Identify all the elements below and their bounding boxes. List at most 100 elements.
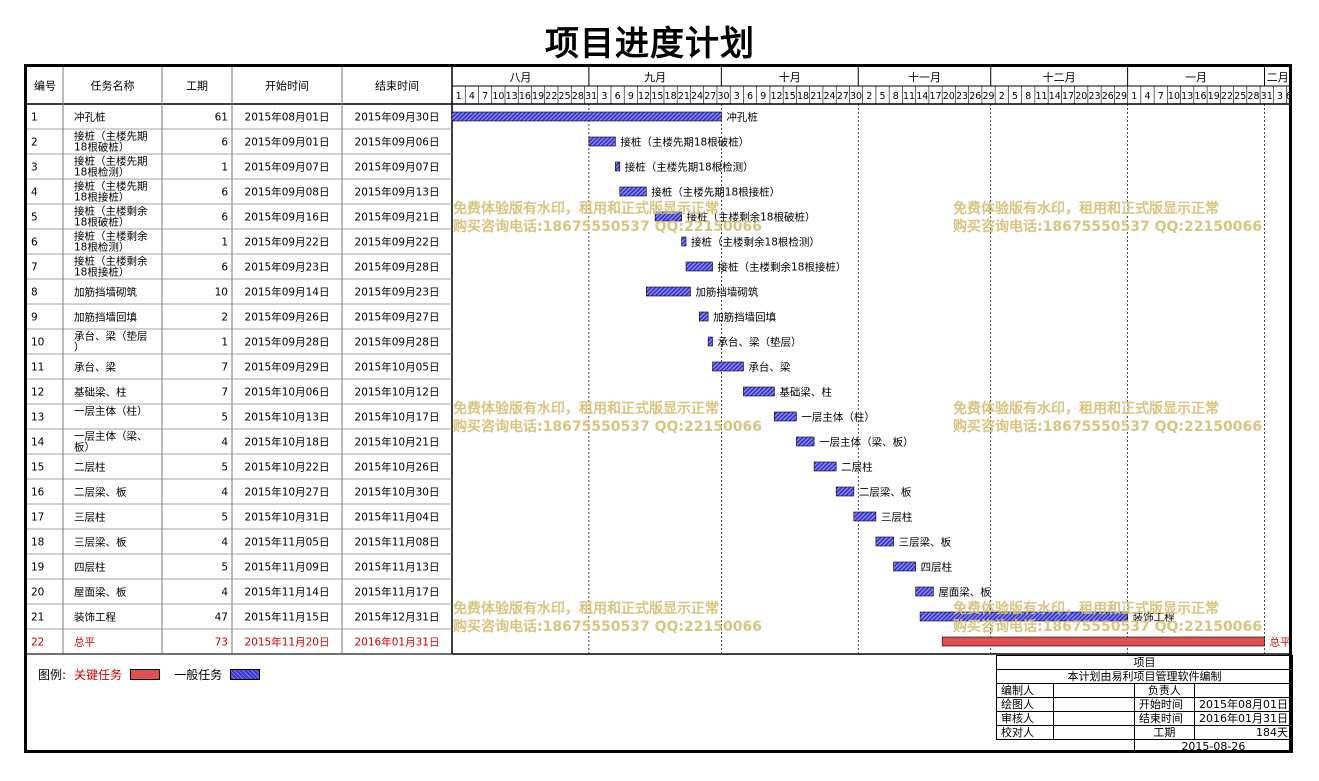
month-label: 十月 bbox=[779, 70, 801, 84]
task-bar-label: 接桩（主楼剩余18根破桩） bbox=[687, 211, 816, 224]
task-end: 2015年11月08日 bbox=[355, 536, 440, 549]
task-duration: 5 bbox=[221, 412, 228, 424]
day-label: 22 bbox=[1221, 91, 1233, 102]
column-header: 任务名称 bbox=[91, 79, 135, 93]
info-editor-value bbox=[1053, 683, 1135, 698]
task-start: 2015年09月29日 bbox=[245, 361, 330, 374]
task-start: 2015年08月01日 bbox=[245, 111, 330, 124]
task-bar bbox=[707, 336, 713, 347]
column-header: 编号 bbox=[34, 79, 56, 93]
watermark: 免费体验版有水印，租用和正式版显示正常 购买咨询电话:18675550537 QQ… bbox=[453, 401, 762, 435]
day-label: 31 bbox=[585, 91, 597, 102]
month-label: 一月 bbox=[1185, 71, 1207, 84]
task-id: 14 bbox=[31, 437, 45, 449]
task-name: 总平 bbox=[74, 636, 95, 649]
day-label: 28 bbox=[572, 91, 584, 102]
task-bar-label: 接桩（主楼先期18根破桩） bbox=[620, 136, 749, 149]
task-start: 2015年11月09日 bbox=[245, 561, 330, 574]
task-name: 18根接桩） bbox=[74, 266, 129, 279]
task-bar bbox=[893, 561, 916, 572]
task-name: 18根检测） bbox=[74, 241, 129, 254]
info-drawer: 绘图人 bbox=[995, 697, 1055, 712]
task-start: 2015年10月22日 bbox=[245, 461, 330, 474]
day-label: 19 bbox=[532, 91, 544, 102]
task-end: 2015年09月06日 bbox=[355, 136, 440, 149]
watermark: 免费体验版有水印，租用和正式版显示正常 购买咨询电话:18675550537 QQ… bbox=[953, 401, 1262, 435]
task-id: 17 bbox=[31, 512, 44, 524]
task-start: 2015年09月14日 bbox=[245, 286, 330, 299]
task-end: 2015年10月21日 bbox=[355, 436, 440, 449]
task-name: 装饰工程 bbox=[74, 611, 116, 624]
day-label: 30 bbox=[850, 91, 862, 102]
task-duration: 1 bbox=[221, 337, 228, 349]
task-end: 2015年12月31日 bbox=[355, 611, 440, 624]
task-end: 2015年11月13日 bbox=[355, 561, 440, 574]
info-date: 2015-08-26 bbox=[1133, 739, 1294, 753]
task-name: 加筋挡墙砌筑 bbox=[74, 286, 137, 299]
task-name: 18根破桩） bbox=[74, 216, 129, 229]
task-id: 18 bbox=[31, 537, 44, 549]
day-label: 24 bbox=[824, 91, 836, 102]
task-duration: 7 bbox=[221, 362, 228, 374]
task-name: 接桩（主楼剩余 bbox=[74, 205, 148, 218]
task-end: 2015年09月22日 bbox=[355, 236, 440, 249]
task-name: 承台、梁 bbox=[74, 361, 116, 374]
day-label: 3 bbox=[734, 91, 740, 102]
task-name: 三层梁、板 bbox=[74, 536, 127, 549]
task-end: 2015年11月17日 bbox=[355, 586, 440, 599]
info-drawer-value bbox=[1053, 697, 1135, 712]
day-label: 12 bbox=[771, 91, 783, 102]
day-label: 8 bbox=[893, 91, 899, 102]
day-label: 24 bbox=[691, 91, 703, 102]
day-label: 25 bbox=[559, 91, 571, 102]
task-duration: 7 bbox=[221, 387, 228, 399]
task-start: 2015年11月14日 bbox=[245, 586, 330, 599]
day-label: 21 bbox=[810, 91, 822, 102]
task-bar-label: 二层柱 bbox=[841, 461, 873, 474]
task-duration: 61 bbox=[215, 112, 228, 124]
task-end: 2015年10月05日 bbox=[355, 361, 440, 374]
task-bar bbox=[615, 161, 621, 172]
task-duration: 6 bbox=[221, 212, 228, 224]
month-label: 二月 bbox=[1267, 71, 1289, 84]
task-duration: 4 bbox=[221, 587, 228, 599]
day-label: 2 bbox=[999, 91, 1005, 102]
day-label: 29 bbox=[982, 91, 994, 102]
task-bar bbox=[654, 211, 682, 222]
task-bar bbox=[451, 111, 722, 122]
task-id: 6 bbox=[31, 237, 38, 249]
day-label: 26 bbox=[1102, 91, 1114, 102]
day-label: 23 bbox=[1088, 91, 1100, 102]
task-bar bbox=[743, 386, 775, 397]
task-end: 2015年09月23日 bbox=[355, 286, 440, 299]
legend-critical-label: 关键任务 bbox=[74, 668, 123, 682]
task-end: 2015年10月30日 bbox=[355, 486, 440, 499]
info-reviewer-value bbox=[1053, 711, 1135, 726]
column-header: 开始时间 bbox=[265, 79, 309, 93]
task-bar-label: 承台、梁 bbox=[748, 361, 790, 374]
day-label: 10 bbox=[1168, 91, 1180, 102]
task-duration: 4 bbox=[221, 537, 228, 549]
day-label: 14 bbox=[916, 91, 928, 102]
task-end: 2015年09月13日 bbox=[355, 186, 440, 199]
task-end: 2015年09月07日 bbox=[355, 161, 440, 174]
task-id: 2 bbox=[31, 137, 38, 149]
task-name: 二层梁、板 bbox=[74, 486, 127, 499]
gantt-frame bbox=[24, 64, 1292, 753]
task-bar-label: 接桩（主楼剩余18根检测） bbox=[691, 236, 820, 249]
task-start: 2015年09月28日 bbox=[245, 336, 330, 349]
day-label: 4 bbox=[469, 91, 475, 102]
task-end: 2015年10月12日 bbox=[355, 386, 440, 399]
task-bar-label: 接桩（主楼先期18根接桩） bbox=[651, 186, 780, 199]
task-id: 11 bbox=[31, 362, 44, 374]
info-start-value: 2015年08月01日 bbox=[1194, 697, 1293, 712]
day-label: 19 bbox=[1208, 91, 1220, 102]
day-label: 13 bbox=[1181, 91, 1193, 102]
task-bar bbox=[919, 611, 1128, 622]
day-label: 14 bbox=[1049, 91, 1061, 102]
task-bar bbox=[698, 311, 709, 322]
task-id: 21 bbox=[31, 612, 44, 624]
task-end: 2015年10月26日 bbox=[355, 461, 440, 474]
day-label: 15 bbox=[784, 91, 796, 102]
